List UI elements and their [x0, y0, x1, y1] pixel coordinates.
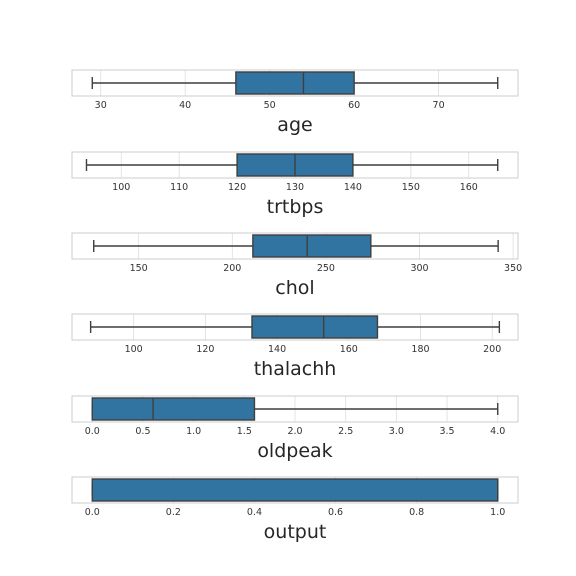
iqr-box	[91, 397, 256, 421]
x-tick-label: 180	[411, 344, 429, 355]
x-tick-label: 130	[286, 182, 304, 193]
x-tick-label: 150	[130, 263, 148, 274]
iqr-box	[91, 478, 499, 502]
panel-frame	[71, 232, 519, 260]
iqr-box	[252, 234, 372, 258]
x-tick-label: 0.4	[247, 507, 262, 518]
x-tick-label: 0.8	[409, 507, 424, 518]
x-tick-label: 2.5	[338, 426, 353, 437]
x-tick-label: 50	[264, 100, 276, 111]
x-tick-label: 200	[483, 344, 501, 355]
panel-frame	[71, 151, 519, 179]
x-tick-label: 250	[317, 263, 335, 274]
x-tick-label: 60	[348, 100, 360, 111]
x-tick-label: 140	[268, 344, 286, 355]
x-tick-label: 160	[340, 344, 358, 355]
x-tick-label: 4.0	[490, 426, 505, 437]
x-tick-label: 120	[196, 344, 214, 355]
x-tick-label: 0.2	[166, 507, 181, 518]
x-tick-label: 0.0	[85, 507, 100, 518]
x-tick-label: 40	[179, 100, 191, 111]
panel-frame	[71, 69, 519, 97]
x-tick-label: 3.5	[439, 426, 454, 437]
x-axis-label: age	[277, 114, 312, 136]
x-tick-label: 3.0	[389, 426, 404, 437]
x-tick-label: 30	[95, 100, 107, 111]
iqr-box	[251, 315, 379, 339]
x-tick-label: 300	[410, 263, 428, 274]
panel-frame	[71, 395, 519, 423]
x-tick-label: 160	[460, 182, 478, 193]
x-tick-label: 1.0	[186, 426, 201, 437]
x-tick-label: 100	[125, 344, 143, 355]
x-tick-label: 0.5	[135, 426, 150, 437]
panel-frame	[71, 476, 519, 504]
x-tick-label: 70	[433, 100, 445, 111]
x-axis-label: thalachh	[254, 358, 337, 380]
panel-frame	[71, 313, 519, 341]
x-tick-label: 200	[223, 263, 241, 274]
x-axis-label: output	[264, 521, 327, 543]
x-axis-label: trtbps	[267, 196, 324, 218]
x-tick-label: 1.0	[490, 507, 505, 518]
x-tick-label: 0.0	[85, 426, 100, 437]
x-axis-label: oldpeak	[257, 440, 332, 462]
x-tick-label: 1.5	[237, 426, 252, 437]
x-tick-label: 2.0	[287, 426, 302, 437]
iqr-box	[235, 71, 355, 95]
x-tick-label: 150	[402, 182, 420, 193]
x-tick-label: 100	[112, 182, 130, 193]
x-tick-label: 140	[344, 182, 362, 193]
x-tick-label: 110	[170, 182, 188, 193]
x-axis-label: chol	[275, 277, 314, 299]
x-tick-label: 0.6	[328, 507, 343, 518]
x-tick-label: 120	[228, 182, 246, 193]
x-tick-label: 350	[504, 263, 522, 274]
